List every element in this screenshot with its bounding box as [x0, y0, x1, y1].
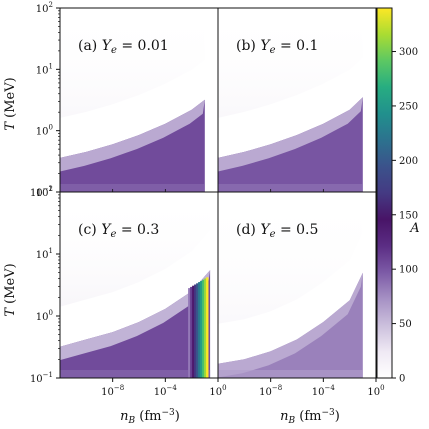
- panel-b: [218, 8, 376, 192]
- colorbar-tick-label: 100: [399, 265, 418, 276]
- heatmap-base-strip: [60, 184, 205, 192]
- heatmap-region: [218, 272, 363, 378]
- haze-region: [218, 192, 363, 364]
- heatmap-peak-strip: [204, 278, 207, 378]
- x-axis-label-left: nB (fm−3): [120, 408, 180, 426]
- y-axis-label-top: T (MeV): [3, 77, 18, 130]
- panel-label: (b) Ye = 0.1: [236, 38, 318, 56]
- panel-frame: [217, 191, 377, 379]
- y-tick-label: 101: [36, 62, 53, 76]
- colorbar-tick-label: 50: [399, 319, 412, 330]
- heatmap-peak-strip: [200, 280, 203, 378]
- heatmap-base-strip: [218, 370, 363, 378]
- colorbar-tick-label: 250: [399, 101, 418, 112]
- heatmap-peak-strip: [190, 286, 193, 378]
- heatmap-edge-band: [218, 272, 363, 378]
- x-tick-label: 10−8: [101, 384, 124, 398]
- y-tick-label: 102: [36, 185, 53, 199]
- panel-c: [60, 192, 218, 378]
- colorbar-label: A: [409, 221, 419, 236]
- y-tick-label: 102: [36, 1, 53, 15]
- y-tick-label: 101: [36, 247, 53, 261]
- heatmap-base-strip: [218, 184, 363, 192]
- x-tick-label: 10−4: [154, 384, 178, 398]
- x-tick-label: 10−8: [259, 384, 282, 398]
- colorbar: 0 50 100 150 200 250 300: [376, 7, 418, 385]
- x-axis-label-right: nB (fm−3): [280, 408, 340, 426]
- heatmap-base-strip: [60, 370, 211, 378]
- y-tick-label: 10−1: [30, 185, 53, 199]
- y-axis-label-bottom: T (MeV): [3, 263, 18, 316]
- panel-d: [218, 192, 376, 378]
- heatmap-edge-band: [60, 270, 211, 361]
- haze-region: [60, 8, 205, 158]
- heatmap-peak-strip: [198, 282, 201, 378]
- panel-a: [60, 8, 218, 192]
- haze-region: [218, 8, 363, 158]
- haze-region: [60, 192, 211, 347]
- heatmap-peak-strip: [192, 285, 195, 378]
- heatmap-peak-strip: [194, 284, 197, 378]
- panel-label: (a) Ye = 0.01: [78, 38, 169, 56]
- axes-group: 10−8 10−8 10−4 10−4 100 100 10−1 10−1 100 100 101 1…: [30, 1, 385, 398]
- colorbar-tick-label: 300: [399, 47, 418, 58]
- heatmap-edge-band: [60, 99, 205, 172]
- heatmap-peak-strip: [196, 283, 199, 378]
- panel-label: (d) Ye = 0.5: [236, 222, 318, 240]
- panels-group: [60, 8, 376, 378]
- heatmap-peak-strip: [188, 288, 191, 378]
- panel-label: (c) Ye = 0.3: [78, 222, 159, 240]
- colorbar-tick-label: 200: [399, 156, 418, 167]
- panel-labels: (a) Ye = 0.01 (b) Ye = 0.1 (c) Ye = 0.3 (d)…: [78, 38, 318, 240]
- x-tick-label: 100: [367, 384, 384, 398]
- y-tick-label: 10−1: [30, 371, 53, 385]
- heatmap-edge-band: [218, 97, 363, 172]
- colorbar-tick-label: 0: [399, 374, 405, 385]
- y-tick-label: 100: [36, 309, 53, 323]
- x-tick-label: 100: [209, 384, 226, 398]
- heatmap-peak-strip: [206, 277, 209, 378]
- heatmap-peak-strip: [202, 279, 205, 378]
- colorbar-bar: [376, 7, 393, 379]
- colorbar-tick-label: 150: [399, 210, 418, 221]
- y-tick-label: 100: [36, 124, 53, 138]
- x-tick-label: 10−4: [312, 384, 336, 398]
